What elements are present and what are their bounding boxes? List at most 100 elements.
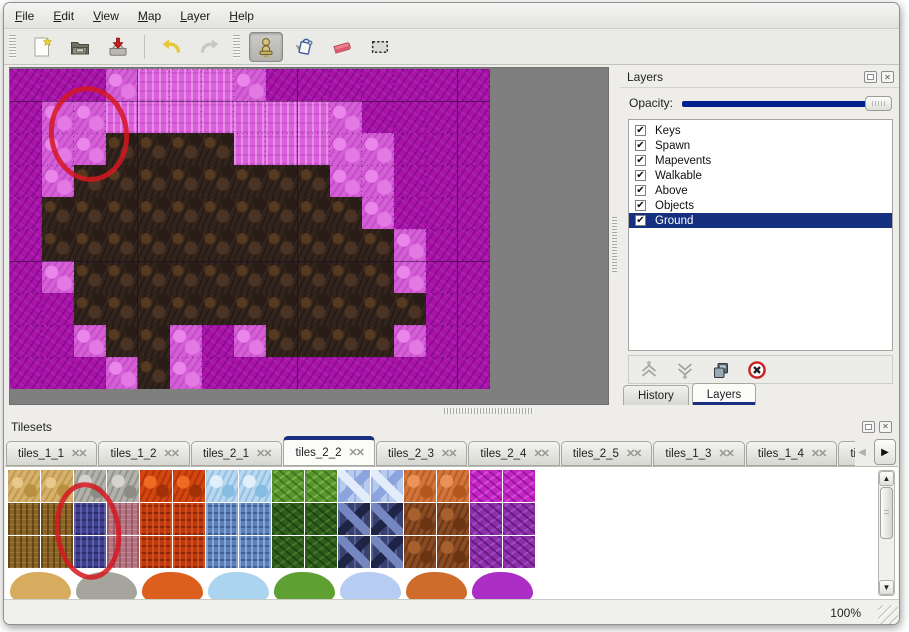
map-tile[interactable] bbox=[234, 357, 266, 389]
map-tile[interactable] bbox=[170, 133, 202, 165]
map-tile[interactable] bbox=[298, 197, 330, 229]
map-tile[interactable] bbox=[42, 325, 74, 357]
map-tile[interactable] bbox=[426, 261, 458, 293]
menu-layer[interactable]: Layer bbox=[180, 8, 211, 23]
tab-close-icon[interactable]: ✕✕ bbox=[440, 448, 458, 460]
menu-edit[interactable]: Edit bbox=[53, 8, 75, 23]
palette-tile-darkcrystal[interactable] bbox=[338, 536, 370, 568]
palette-tile-greenvine[interactable] bbox=[305, 470, 337, 502]
palette-tile-bark[interactable] bbox=[8, 536, 40, 568]
panel-tab-layers[interactable]: Layers bbox=[691, 383, 757, 405]
palette-tile-darkcrystal[interactable] bbox=[338, 503, 370, 535]
tab-close-icon[interactable]: ✕✕ bbox=[71, 448, 88, 460]
map-tile[interactable] bbox=[138, 197, 170, 229]
tab-close-icon[interactable]: ✕✕ bbox=[718, 448, 735, 460]
map-tile[interactable] bbox=[10, 357, 42, 389]
menu-help[interactable]: Help bbox=[229, 8, 254, 23]
map-tile[interactable] bbox=[394, 229, 426, 261]
layer-row-walkable[interactable]: ✔ Walkable bbox=[629, 168, 892, 183]
map-tile[interactable] bbox=[362, 293, 394, 325]
map-tile[interactable] bbox=[330, 261, 362, 293]
scrollbar-thumb[interactable] bbox=[880, 487, 893, 539]
map-tile[interactable] bbox=[10, 133, 42, 165]
map-tile[interactable] bbox=[330, 69, 362, 101]
map-tile[interactable] bbox=[362, 357, 394, 389]
map-tile[interactable] bbox=[394, 325, 426, 357]
tool-open-button[interactable] bbox=[63, 32, 97, 62]
map-tile[interactable] bbox=[298, 357, 330, 389]
palette-tile-darkpebble[interactable] bbox=[437, 503, 469, 535]
map-tile[interactable] bbox=[202, 261, 234, 293]
layer-row-mapevents[interactable]: ✔ Mapevents bbox=[629, 153, 892, 168]
map-tile[interactable] bbox=[426, 133, 458, 165]
map-tile[interactable] bbox=[170, 165, 202, 197]
map-tile[interactable] bbox=[266, 293, 298, 325]
map-tile[interactable] bbox=[362, 101, 394, 133]
map-tile[interactable] bbox=[394, 261, 426, 293]
tool-rect-select-button[interactable] bbox=[363, 32, 397, 62]
layer-visibility-checkbox[interactable]: ✔ bbox=[635, 215, 646, 226]
palette-tile-ice[interactable] bbox=[239, 470, 271, 502]
map-tile[interactable] bbox=[234, 229, 266, 261]
map-tile[interactable] bbox=[458, 197, 490, 229]
palette-tile-darkgreen[interactable] bbox=[305, 536, 337, 568]
palette-tile-crystal[interactable] bbox=[371, 470, 403, 502]
map-tile[interactable] bbox=[394, 293, 426, 325]
palette-tile-magentavine[interactable] bbox=[470, 470, 502, 502]
map-tile[interactable] bbox=[74, 197, 106, 229]
palette-tile-purplevine[interactable] bbox=[470, 503, 502, 535]
palette-tile-icecolumn[interactable] bbox=[239, 536, 271, 568]
tileset-tab-tiles_2_1[interactable]: tiles_2_1 ✕✕ bbox=[190, 441, 283, 466]
palette-tile-orangepebble[interactable] bbox=[404, 470, 436, 502]
map-tile[interactable] bbox=[458, 229, 490, 261]
map-tile[interactable] bbox=[10, 197, 42, 229]
map-tile[interactable] bbox=[458, 165, 490, 197]
palette-tile-flame[interactable] bbox=[140, 536, 172, 568]
map-tile[interactable] bbox=[106, 293, 138, 325]
map-tile[interactable] bbox=[202, 357, 234, 389]
palette-tile-iceblob[interactable] bbox=[206, 569, 271, 599]
map-tile[interactable] bbox=[170, 325, 202, 357]
map-tile[interactable] bbox=[394, 357, 426, 389]
map-tile[interactable] bbox=[330, 357, 362, 389]
map-tile[interactable] bbox=[42, 133, 74, 165]
map-tile[interactable] bbox=[298, 261, 330, 293]
tileset-tab-tiles_1_4[interactable]: tiles_1_4 ✕✕ bbox=[745, 441, 838, 466]
layer-visibility-checkbox[interactable]: ✔ bbox=[635, 125, 646, 136]
palette-tile-darkgreen[interactable] bbox=[272, 536, 304, 568]
map-tile[interactable] bbox=[266, 101, 298, 133]
opacity-slider[interactable] bbox=[682, 95, 892, 111]
map-tile[interactable] bbox=[138, 325, 170, 357]
map-tile[interactable] bbox=[362, 325, 394, 357]
tool-save-button[interactable] bbox=[101, 32, 135, 62]
map-tile[interactable] bbox=[394, 133, 426, 165]
panel-tab-history[interactable]: History bbox=[623, 385, 689, 405]
tool-stamp-button[interactable] bbox=[249, 32, 283, 62]
tab-close-icon[interactable]: ✕✕ bbox=[163, 448, 181, 460]
map-tile[interactable] bbox=[266, 133, 298, 165]
map-tile[interactable] bbox=[234, 293, 266, 325]
map-tile[interactable] bbox=[74, 101, 106, 133]
palette-tile-mauve[interactable] bbox=[107, 503, 139, 535]
map-tile[interactable] bbox=[234, 165, 266, 197]
map-tile[interactable] bbox=[330, 101, 362, 133]
scroll-tabs-left-button[interactable]: ◀ bbox=[858, 446, 866, 458]
map-tile[interactable] bbox=[234, 133, 266, 165]
palette-tile-icecolumn[interactable] bbox=[206, 536, 238, 568]
tab-close-icon[interactable]: ✕✕ bbox=[533, 448, 550, 460]
palette-tile-gray[interactable] bbox=[107, 470, 139, 502]
map-tile[interactable] bbox=[298, 293, 330, 325]
tool-redo-button[interactable] bbox=[192, 32, 226, 62]
palette-tile-tan[interactable] bbox=[8, 470, 40, 502]
map-tile[interactable] bbox=[458, 69, 490, 101]
map-tile[interactable] bbox=[298, 101, 330, 133]
map-tile[interactable] bbox=[106, 197, 138, 229]
palette-tile-purpleblob[interactable] bbox=[470, 569, 535, 599]
map-tile[interactable] bbox=[74, 69, 106, 101]
map-tile[interactable] bbox=[330, 133, 362, 165]
map-tile[interactable] bbox=[330, 197, 362, 229]
map-tile[interactable] bbox=[266, 197, 298, 229]
map-tile[interactable] bbox=[42, 293, 74, 325]
map-tile[interactable] bbox=[42, 165, 74, 197]
tileset-tab-tiles_1_2[interactable]: tiles_1_2 ✕✕ bbox=[98, 441, 190, 466]
